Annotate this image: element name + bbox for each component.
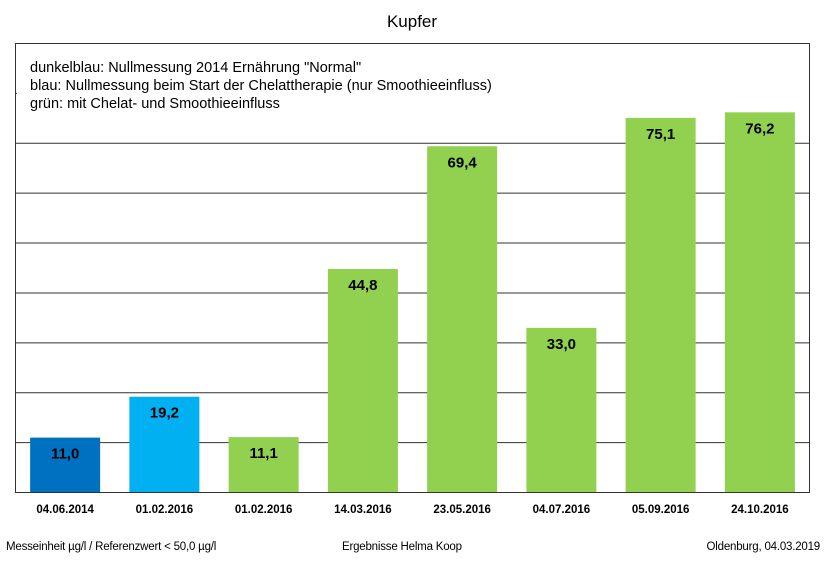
x-tick-label: 14.03.2016 xyxy=(334,504,392,516)
plot-border xyxy=(15,43,810,493)
x-tick-label: 24.10.2016 xyxy=(731,504,789,516)
bar xyxy=(427,146,498,493)
bar xyxy=(129,396,200,493)
x-tick-label: 23.05.2016 xyxy=(433,504,491,516)
bar-value-label: 19,2 xyxy=(150,405,179,422)
legend-entry: blau: Nullmessung beim Start der Chelatt… xyxy=(30,78,492,94)
bar xyxy=(625,117,696,493)
bar-value-label: 11,1 xyxy=(249,445,277,462)
x-tick-label: 01.02.2016 xyxy=(235,504,293,516)
footer-author: Ergebnisse Helma Koop xyxy=(342,541,462,553)
chart-title: Kupfer xyxy=(387,12,437,31)
x-tick-label: 05.09.2016 xyxy=(632,504,690,516)
bar xyxy=(724,112,795,493)
bar-value-label: 75,1 xyxy=(646,126,675,143)
footer-place-date: Oldenburg, 04.03.2019 xyxy=(706,541,821,553)
bar-value-label: 44,8 xyxy=(348,277,377,294)
gridlines xyxy=(15,92,810,444)
bar xyxy=(526,327,597,493)
x-tick-labels: 04.06.2014 01.02.2016 01.02.2016 14.03.2016… xyxy=(36,504,788,516)
bar xyxy=(228,437,299,493)
bar xyxy=(30,437,101,493)
bar-value-label: 33,0 xyxy=(547,336,576,353)
footer-unit-note: Messeinheit µg/l / Referenzwert < 50,0 µ… xyxy=(6,541,217,553)
x-tick-label: 01.02.2016 xyxy=(136,504,194,516)
x-tick-label: 04.07.2016 xyxy=(533,504,591,516)
bar-value-label: 11,0 xyxy=(51,446,79,463)
bar xyxy=(327,268,398,493)
bars: 11,0 19,2 11,1 44,8 69,4 33,0 75,1 76,2 xyxy=(30,112,795,493)
x-tick-label: 04.06.2014 xyxy=(36,504,94,516)
legend-entry: dunkelblau: Nullmessung 2014 Ernährung "… xyxy=(30,60,361,76)
legend-box xyxy=(17,45,809,123)
bar-value-label: 69,4 xyxy=(448,154,478,171)
legend: dunkelblau: Nullmessung 2014 Ernährung "… xyxy=(30,60,492,112)
bar-value-label: 76,2 xyxy=(745,120,774,137)
legend-entry: grün: mit Chelat- und Smoothieeinfluss xyxy=(30,96,280,112)
